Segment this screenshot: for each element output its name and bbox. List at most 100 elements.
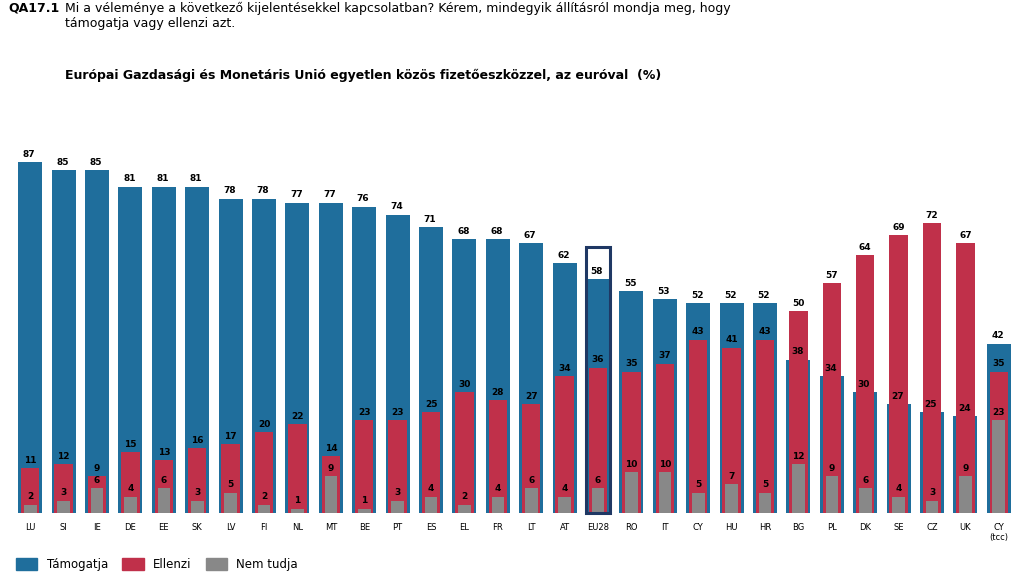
Bar: [658, 472, 671, 513]
Text: FI: FI: [260, 522, 267, 532]
Text: AT: AT: [559, 522, 569, 532]
Legend: Támogatja, Ellenzi, Nem tudja: Támogatja, Ellenzi, Nem tudja: [16, 558, 298, 571]
Text: 52: 52: [724, 291, 736, 300]
Text: 5: 5: [695, 480, 701, 489]
Text: 7: 7: [728, 472, 735, 481]
Bar: [255, 432, 273, 513]
Bar: [352, 207, 376, 513]
Bar: [325, 476, 337, 513]
Text: 85: 85: [90, 158, 102, 167]
Bar: [589, 367, 607, 513]
Text: 23: 23: [358, 408, 371, 417]
Text: 35: 35: [626, 359, 638, 369]
Bar: [85, 170, 110, 513]
Text: 4: 4: [495, 484, 501, 493]
Text: 6: 6: [862, 476, 868, 485]
Bar: [252, 199, 276, 513]
Bar: [458, 505, 471, 513]
Bar: [923, 223, 941, 513]
Text: 78: 78: [223, 187, 236, 195]
Text: 67: 67: [959, 230, 972, 240]
Text: BE: BE: [358, 522, 370, 532]
Text: 58: 58: [591, 267, 603, 276]
Bar: [286, 203, 309, 513]
Text: 52: 52: [691, 291, 703, 300]
Bar: [890, 235, 908, 513]
Text: 9: 9: [828, 464, 835, 473]
Text: 43: 43: [692, 327, 705, 336]
Bar: [586, 279, 610, 513]
Text: 25: 25: [425, 400, 437, 409]
Text: 50: 50: [793, 299, 805, 308]
Bar: [88, 476, 106, 513]
Bar: [820, 376, 844, 513]
Bar: [419, 227, 443, 513]
Text: EL: EL: [460, 522, 469, 532]
Text: 37: 37: [658, 351, 671, 361]
Text: 34: 34: [558, 363, 571, 373]
Text: 3: 3: [195, 488, 201, 497]
Bar: [753, 304, 777, 513]
Bar: [525, 488, 538, 513]
Bar: [692, 492, 705, 513]
Text: 42: 42: [991, 331, 1004, 340]
Text: 11: 11: [24, 456, 37, 465]
Text: 74: 74: [390, 203, 402, 211]
Bar: [224, 492, 237, 513]
Text: 27: 27: [525, 392, 538, 401]
Text: 1: 1: [361, 497, 368, 505]
Text: 17: 17: [224, 432, 237, 441]
Text: NL: NL: [292, 522, 303, 532]
Text: LU: LU: [26, 522, 36, 532]
Text: 85: 85: [56, 158, 69, 167]
Text: 68: 68: [490, 226, 503, 236]
Text: LT: LT: [527, 522, 536, 532]
Bar: [853, 392, 878, 513]
Bar: [887, 404, 910, 513]
Bar: [121, 452, 139, 513]
Text: 28: 28: [492, 388, 504, 397]
Bar: [686, 304, 711, 513]
Text: 35: 35: [992, 359, 1006, 369]
Text: ES: ES: [426, 522, 436, 532]
Text: 81: 81: [123, 175, 135, 183]
Text: 9: 9: [963, 464, 969, 473]
Bar: [720, 304, 743, 513]
Text: 71: 71: [424, 214, 436, 223]
Bar: [558, 497, 571, 513]
Bar: [22, 468, 40, 513]
Text: 57: 57: [825, 271, 839, 280]
Text: 20: 20: [258, 420, 270, 429]
Text: MT: MT: [325, 522, 337, 532]
Bar: [592, 488, 604, 513]
Text: IE: IE: [93, 522, 101, 532]
Bar: [188, 448, 207, 513]
Text: 24: 24: [957, 404, 971, 413]
Text: 2: 2: [462, 492, 468, 501]
Bar: [892, 497, 905, 513]
Text: 64: 64: [859, 242, 871, 252]
Bar: [519, 243, 544, 513]
Bar: [987, 343, 1011, 513]
Bar: [219, 199, 243, 513]
Text: 6: 6: [161, 476, 167, 485]
Bar: [723, 347, 740, 513]
Text: FR: FR: [493, 522, 503, 532]
Bar: [456, 392, 474, 513]
Bar: [759, 492, 771, 513]
Bar: [291, 509, 304, 513]
Text: 81: 81: [157, 175, 169, 183]
Text: 87: 87: [23, 150, 36, 159]
Bar: [24, 505, 37, 513]
Bar: [358, 509, 371, 513]
Bar: [956, 243, 975, 513]
Text: 15: 15: [124, 440, 137, 449]
Bar: [620, 291, 643, 513]
Bar: [822, 283, 841, 513]
Text: CY
(tcc): CY (tcc): [989, 522, 1009, 542]
Bar: [959, 476, 972, 513]
Bar: [322, 456, 340, 513]
Text: 69: 69: [892, 222, 905, 232]
Bar: [318, 203, 343, 513]
Text: 3: 3: [394, 488, 400, 497]
